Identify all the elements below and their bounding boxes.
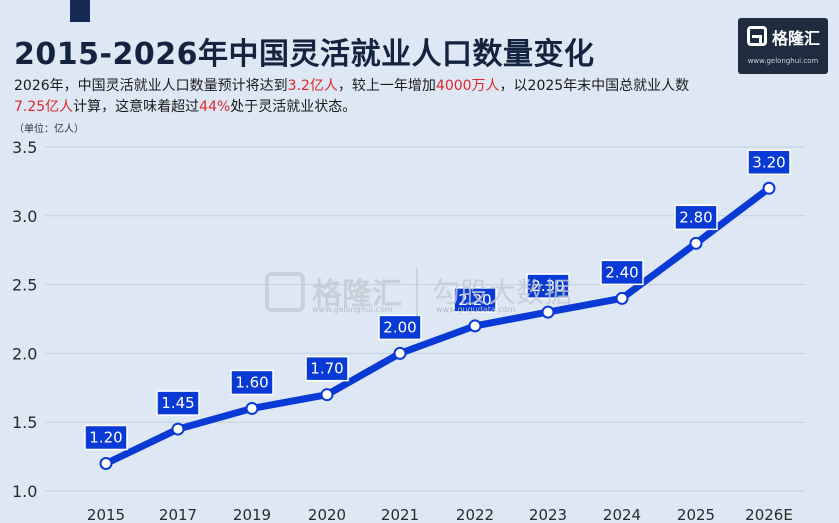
x-tick-label: 2025	[677, 506, 715, 523]
y-tick-label: 3.0	[12, 207, 37, 226]
data-points	[99, 181, 776, 470]
unit-label: （单位：亿人）	[14, 124, 84, 135]
data-label-box	[230, 369, 274, 396]
logo-name: 格隆汇	[772, 29, 821, 48]
data-label: 1.60	[235, 373, 268, 391]
x-tick-label: 2020	[308, 506, 346, 523]
subtitle-highlight-total: 3.2亿人	[287, 78, 338, 94]
x-tick-label: 2022	[456, 506, 494, 523]
x-tick-label: 2023	[529, 506, 567, 523]
data-label-box	[453, 287, 497, 313]
y-tick-label: 1.0	[12, 482, 37, 501]
logo-mark-icon	[747, 26, 767, 46]
top-tab-decoration	[70, 0, 90, 22]
chart-subtitle: 2026年，中国灵活就业人口数量预计将达到3.2亿人，较上一年增加4000万人，…	[14, 76, 714, 118]
x-tick-label: 2026E	[745, 506, 793, 523]
subtitle-text-2: ，较上一年增加	[337, 78, 436, 94]
data-label-box	[305, 355, 349, 382]
subtitle-text-3: ，以2025年末中国总就业人数	[499, 78, 690, 94]
data-point	[393, 346, 407, 360]
y-tick-label: 2.5	[12, 276, 37, 295]
x-tick-label: 2021	[381, 506, 419, 523]
subtitle-text-4: 计算，这意味着超过	[73, 99, 200, 115]
logo-url: www.gelonghui.com	[747, 57, 819, 65]
watermark-right-url: www.gugudata.com	[436, 305, 516, 314]
x-tick-label: 2019	[233, 506, 271, 523]
data-label: 1.20	[89, 428, 122, 446]
data-point	[245, 401, 259, 415]
data-label: 2.80	[679, 208, 712, 226]
data-point	[762, 181, 776, 195]
data-label: 1.45	[161, 394, 194, 412]
data-point	[320, 388, 334, 402]
subtitle-highlight-share: 44%	[199, 99, 231, 115]
subtitle-text-1: 2026年，中国灵活就业人口数量预计将达到	[14, 78, 288, 94]
data-label-box	[600, 259, 644, 286]
data-label-box	[526, 273, 570, 299]
data-point	[99, 456, 113, 470]
data-label: 1.70	[310, 360, 343, 378]
y-axis: 1.0 1.5 2.0 2.5 3.0 3.5	[12, 138, 37, 501]
series-line-path	[102, 184, 773, 467]
watermark-divider	[416, 268, 418, 316]
x-tick-label: 2017	[159, 506, 197, 523]
data-label-box	[156, 390, 200, 416]
data-label: 3.20	[752, 153, 785, 171]
subtitle-highlight-increase: 4000万人	[435, 78, 500, 94]
x-tick-label: 2015	[87, 506, 125, 523]
subtitle-text-5: 处于灵活就业状态。	[230, 99, 357, 115]
series-line	[102, 184, 773, 467]
data-label-box	[84, 424, 128, 451]
data-point	[689, 236, 703, 250]
data-point	[615, 291, 629, 305]
watermark-logo-icon	[265, 272, 305, 312]
watermark-left-name: 格隆汇	[312, 277, 402, 312]
brand-logo: 格隆汇 www.gelonghui.com	[738, 18, 828, 74]
y-tick-label: 2.0	[12, 344, 37, 363]
data-labels: 1.20 1.45 1.60 1.70 2.00 2.20 2.30 2.40 2.80 3.20	[84, 149, 791, 451]
data-label: 2.40	[605, 263, 638, 281]
data-point	[171, 422, 185, 436]
data-label: 2.00	[383, 318, 416, 336]
subtitle-highlight-employment: 7.25亿人	[14, 99, 74, 115]
data-label: 2.20	[458, 291, 491, 309]
y-tick-label: 1.5	[12, 413, 37, 432]
data-label-box	[674, 204, 718, 231]
grid-lines	[45, 146, 805, 492]
y-tick-label: 3.5	[12, 138, 37, 157]
x-tick-label: 2024	[603, 506, 641, 523]
watermark-right-name: 勾股大数据	[432, 276, 573, 309]
data-point	[541, 305, 555, 319]
chart-title: 2015-2026年中国灵活就业人口数量变化	[14, 37, 595, 72]
data-point	[468, 319, 482, 333]
watermark-left-url: www.gelonghui.com	[312, 305, 393, 314]
data-label-box	[747, 149, 791, 176]
data-label: 2.30	[531, 277, 564, 295]
data-label-box	[378, 314, 422, 341]
x-axis: 2015 2017 2019 2020 2021 2022 2023 2024 2025 2026…	[87, 506, 793, 523]
